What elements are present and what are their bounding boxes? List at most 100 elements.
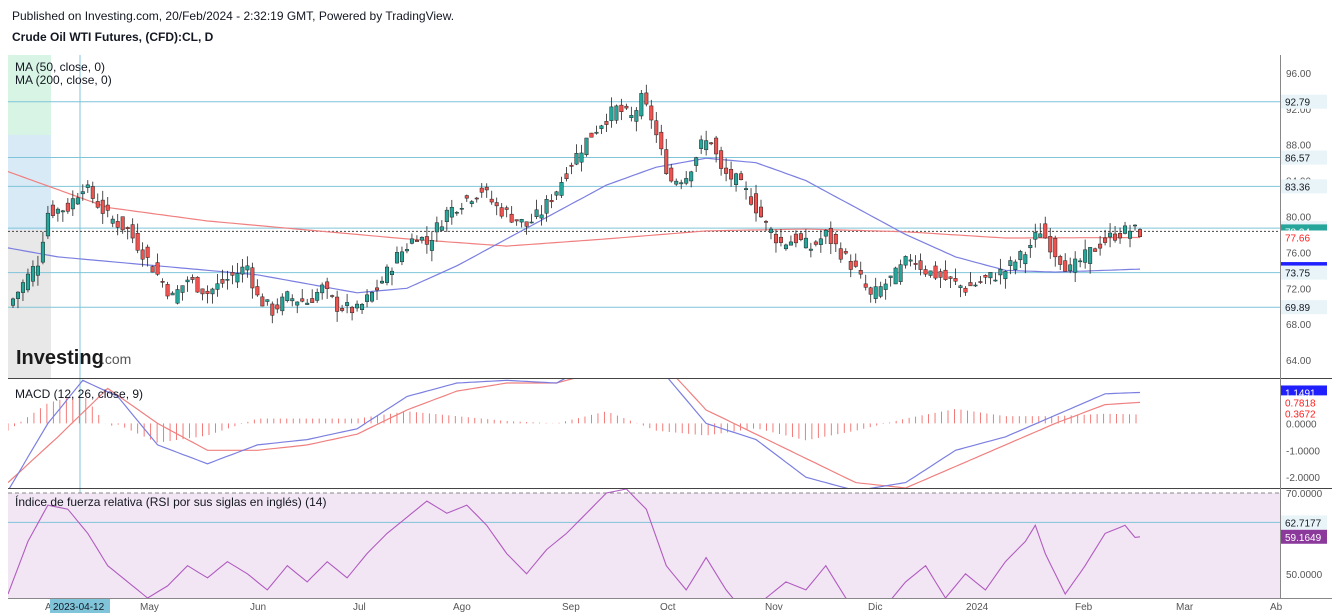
candle <box>95 193 100 209</box>
candle <box>529 213 534 224</box>
candle <box>120 216 125 234</box>
candle <box>948 276 953 289</box>
candle <box>185 276 190 292</box>
candle <box>664 138 669 175</box>
candle <box>1048 228 1053 259</box>
time-axis: A 2023-04-12 May Jun Jul Ago Sep Oct Nov Dic 2024 F… <box>45 599 1283 613</box>
candle <box>838 242 843 263</box>
candle <box>45 205 50 239</box>
candle <box>100 190 105 224</box>
rsi-band-fill <box>8 493 1280 598</box>
candle <box>778 228 783 247</box>
candle <box>788 235 793 246</box>
candle <box>908 254 913 267</box>
candle <box>295 301 300 314</box>
candle <box>1073 251 1078 283</box>
candle <box>599 124 604 134</box>
svg-text:0.3672: 0.3672 <box>1285 410 1316 421</box>
candle <box>629 106 634 122</box>
candle <box>115 214 120 236</box>
candle <box>290 294 295 307</box>
candle <box>773 229 778 253</box>
candle <box>30 260 35 287</box>
svg-text:0.7818: 0.7818 <box>1285 398 1316 409</box>
candle <box>439 220 444 232</box>
candle <box>409 233 414 245</box>
candle <box>604 113 609 133</box>
candle <box>1033 223 1038 248</box>
candle <box>539 205 544 226</box>
candle <box>1053 235 1058 267</box>
candle <box>335 290 340 322</box>
ma50-line <box>7 157 1141 294</box>
investing-logo: Investing .com <box>16 347 131 369</box>
candle <box>250 262 255 299</box>
rsi-line <box>8 489 1141 598</box>
candle <box>230 265 235 285</box>
candle <box>609 97 614 128</box>
candle <box>404 243 409 254</box>
candle <box>893 266 898 285</box>
candle <box>734 172 739 192</box>
candle <box>25 268 30 293</box>
price-tick: 80.00 <box>1286 213 1311 224</box>
candle <box>828 221 833 255</box>
rsi-label: Índice de fuerza relativa (RSI por sus s… <box>15 494 326 509</box>
candle <box>998 258 1003 285</box>
candle <box>1123 221 1128 235</box>
candle <box>155 253 160 276</box>
candle <box>639 90 644 120</box>
candle <box>744 181 749 200</box>
price-label: 77.66 <box>1281 230 1327 245</box>
candle <box>1058 254 1063 271</box>
candle <box>365 289 370 308</box>
candle <box>858 261 863 279</box>
candle <box>729 161 734 187</box>
candle <box>823 229 828 245</box>
candle <box>175 285 180 305</box>
candle <box>1018 249 1023 268</box>
candle <box>694 156 699 173</box>
candle <box>474 196 479 203</box>
candle <box>380 276 385 284</box>
candle <box>340 304 345 313</box>
candle <box>300 289 305 303</box>
price-tick: 88.00 <box>1286 141 1311 152</box>
svg-text:86.57: 86.57 <box>1285 154 1310 165</box>
candle <box>305 298 310 305</box>
candle <box>444 206 449 232</box>
candle <box>968 272 973 287</box>
candle <box>679 179 684 190</box>
rsi-pane <box>8 489 1280 598</box>
price-label: 83.36 <box>1281 179 1327 194</box>
candle <box>60 209 65 222</box>
svg-text:73.75: 73.75 <box>1285 269 1310 280</box>
candle <box>355 300 360 312</box>
candle <box>499 203 504 219</box>
candle <box>75 192 80 205</box>
candle <box>803 229 808 249</box>
candle <box>315 288 320 303</box>
price-tick: 76.00 <box>1286 248 1311 259</box>
candle <box>1038 223 1043 238</box>
candle <box>554 190 559 201</box>
candle <box>759 199 763 218</box>
candle <box>589 132 594 138</box>
candle <box>768 226 773 240</box>
published-info: Published on Investing.com, 20/Feb/2024 … <box>12 9 455 23</box>
candle <box>504 205 509 218</box>
candle <box>669 163 674 183</box>
candle <box>798 231 803 242</box>
candle <box>659 124 664 156</box>
candle <box>634 107 639 132</box>
candle <box>843 248 848 255</box>
candle <box>389 267 394 286</box>
macd-line <box>8 379 1141 488</box>
candle <box>883 278 888 300</box>
candle <box>429 231 434 262</box>
macd-plot <box>8 379 1141 488</box>
candle <box>649 99 654 129</box>
candle <box>285 290 290 303</box>
candle <box>105 196 110 218</box>
